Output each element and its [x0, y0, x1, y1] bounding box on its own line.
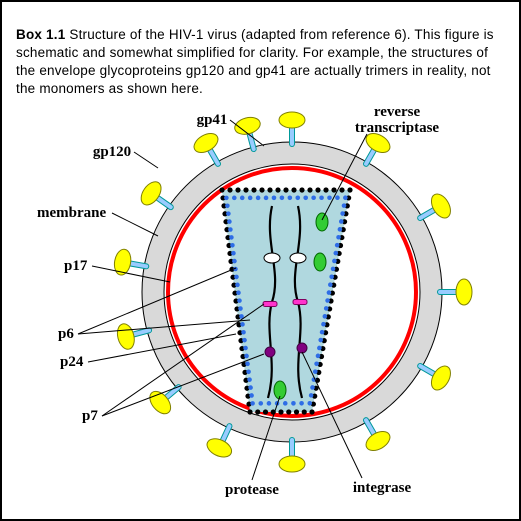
gp120-head [191, 130, 222, 157]
gp120-head [363, 428, 394, 455]
leader-line [134, 152, 158, 168]
label-text: transcriptase [355, 120, 439, 136]
gp120-head [279, 456, 305, 472]
gp120-head [428, 191, 455, 222]
label-text: reverse [374, 104, 421, 120]
label-text: gp120 [93, 144, 131, 160]
rna-oval [264, 253, 280, 263]
gp120-head [137, 178, 165, 208]
label-text: p17 [64, 258, 88, 274]
label-text: p7 [82, 408, 98, 424]
p7-marker [263, 302, 277, 307]
diagram: gp41 reversetranscriptase gp120 membrane p17… [2, 102, 521, 512]
label-text: integrase [353, 480, 412, 496]
figure-box: Box 1.1 Structure of the HIV-1 virus (ad… [0, 0, 521, 521]
gp120-head [204, 435, 234, 460]
gp120-head [456, 279, 472, 305]
rna-oval [290, 253, 306, 263]
green-enzyme [314, 253, 326, 271]
caption-text: Structure of the HIV-1 virus (adapted fr… [16, 27, 494, 97]
caption-bold: Box 1.1 [16, 27, 65, 42]
integrase-dot [297, 343, 307, 353]
green-enzyme [316, 213, 328, 231]
integrase-dot [265, 347, 275, 357]
label-text: membrane [37, 205, 106, 221]
label-text: protease [225, 482, 279, 498]
gp120-head [115, 322, 137, 351]
caption: Box 1.1 Structure of the HIV-1 virus (ad… [16, 26, 505, 99]
leader-line [112, 213, 158, 236]
label-text: p6 [58, 326, 74, 342]
label-text: gp41 [197, 112, 228, 128]
p7-marker [293, 300, 307, 305]
gp120-head [279, 112, 305, 128]
gp120-head [428, 363, 455, 394]
label-text: p24 [60, 354, 84, 370]
